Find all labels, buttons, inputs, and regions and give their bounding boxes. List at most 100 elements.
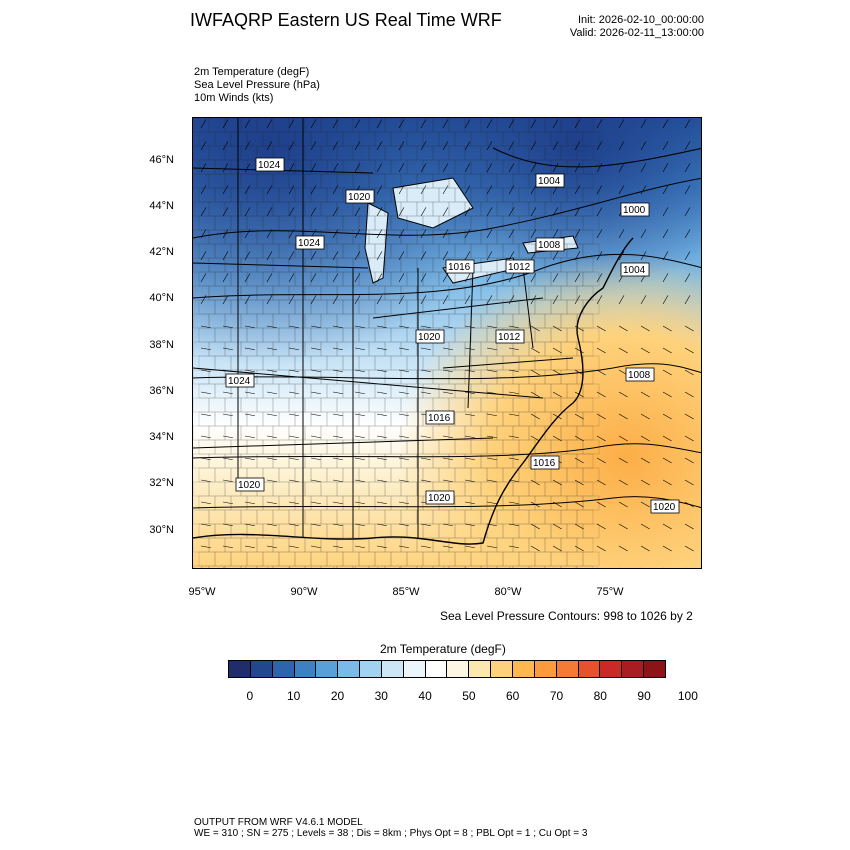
wind-barb: [530, 295, 537, 305]
wind-barb: [421, 567, 423, 568]
wind-barb: [486, 141, 493, 151]
wind-barb: [662, 457, 672, 464]
map-svg: 1024 1020 1004 1000 1024 1008 1016 1012 1004 1020…: [193, 118, 701, 568]
wind-barb: [266, 523, 277, 527]
wind-barb: [574, 523, 584, 530]
wind-barb: [266, 185, 273, 195]
wind-barb: [574, 325, 584, 332]
svg-text:1024: 1024: [228, 376, 251, 387]
wind-barb: [596, 545, 606, 552]
wind-barb: [420, 163, 427, 173]
wind-barb: [420, 273, 427, 283]
wind-barb: [552, 369, 562, 376]
colorbar-label: 20: [330, 689, 345, 703]
wind-barb: [464, 295, 471, 305]
wind-barb: [398, 523, 409, 527]
wind-barb: [266, 545, 277, 549]
wind-barb: [332, 545, 343, 549]
pressure-labels: 1024 1020 1004 1000 1024 1008 1016 1012 1004 1020…: [225, 157, 680, 514]
wind-barb: [486, 325, 497, 329]
svg-text:1004: 1004: [538, 176, 561, 187]
wind-barb: [310, 391, 321, 395]
wind-barb: [640, 119, 647, 129]
svg-text:1016: 1016: [533, 458, 556, 469]
wind-barb: [684, 347, 694, 354]
wind-barb: [244, 229, 251, 239]
wind-barb: [288, 479, 299, 483]
wind-barb: [244, 163, 251, 173]
wind-barb: [244, 325, 255, 329]
wind-barb: [684, 413, 694, 420]
wind-barb: [200, 501, 211, 505]
lat-label-36: 36°N: [149, 385, 174, 397]
wind-barb: [420, 229, 427, 239]
colorbar-swatch: [403, 661, 426, 677]
wind-barb: [662, 229, 669, 239]
wind-barb: [200, 545, 211, 549]
wind-barb: [222, 457, 233, 461]
wind-barb: [288, 163, 295, 173]
wind-barb: [354, 545, 365, 549]
wind-barb: [376, 413, 387, 417]
wind-barb: [619, 567, 620, 568]
wind-barb: [420, 347, 431, 351]
colorbar-swatch: [250, 661, 273, 677]
lat-label-44: 44°N: [149, 200, 174, 212]
wind-barb: [222, 479, 233, 483]
wind-barb: [574, 251, 581, 261]
wind-barb: [420, 457, 431, 461]
wind-barb: [662, 295, 669, 305]
wind-barb: [442, 229, 449, 239]
wind-barb: [354, 163, 361, 173]
wind-barb: [376, 207, 383, 217]
wind-barb: [200, 457, 211, 461]
wind-barb: [266, 413, 277, 417]
wind-barb: [200, 369, 211, 373]
wind-barb: [508, 435, 519, 439]
colorbar-swatch: [381, 661, 404, 677]
wind-barb: [420, 435, 431, 439]
wind-barb: [222, 141, 229, 151]
wind-barb: [618, 435, 628, 442]
wind-barb: [354, 369, 365, 373]
wind-barb: [508, 207, 515, 217]
wind-barb: [618, 163, 625, 173]
init-time: Init: 2026-02-10_00:00:00: [578, 14, 704, 26]
weather-map: 1024 1020 1004 1000 1024 1008 1016 1012 1004 1020…: [192, 117, 702, 569]
wind-barb: [376, 229, 383, 239]
wind-barb: [508, 457, 519, 461]
wind-barb: [530, 523, 540, 530]
wind-barb: [288, 391, 299, 395]
svg-text:1020: 1020: [653, 502, 676, 513]
wind-barb: [464, 229, 471, 239]
wind-barb: [662, 273, 669, 283]
wind-barb: [596, 251, 603, 261]
wind-barb: [288, 457, 299, 461]
wind-barb: [398, 347, 409, 351]
wind-barb: [376, 523, 387, 527]
wind-barb: [244, 501, 255, 505]
wind-barb: [354, 119, 361, 129]
wind-barb: [244, 141, 251, 151]
wind-barb: [266, 207, 273, 217]
pressure-label: 1024: [295, 235, 325, 250]
wind-barb: [443, 567, 445, 568]
wind-barb: [508, 119, 515, 129]
wind-barb: [376, 251, 383, 261]
pressure-label: 1020: [425, 490, 455, 505]
wind-barb: [244, 347, 255, 351]
wind-barb: [332, 347, 343, 351]
field-label-temperature: 2m Temperature (degF): [194, 66, 310, 78]
wind-barb: [640, 185, 647, 195]
wind-barb: [398, 251, 405, 261]
wind-barb: [354, 207, 361, 217]
wind-barb: [662, 413, 672, 420]
pressure-label: 1004: [620, 262, 650, 277]
wind-barb: [486, 369, 497, 373]
wind-barb: [508, 369, 519, 373]
wind-barb: [222, 229, 229, 239]
wind-barb: [464, 347, 475, 351]
pressure-label: 1020: [345, 189, 375, 204]
wind-barb: [442, 325, 453, 329]
wind-barb: [552, 119, 559, 129]
